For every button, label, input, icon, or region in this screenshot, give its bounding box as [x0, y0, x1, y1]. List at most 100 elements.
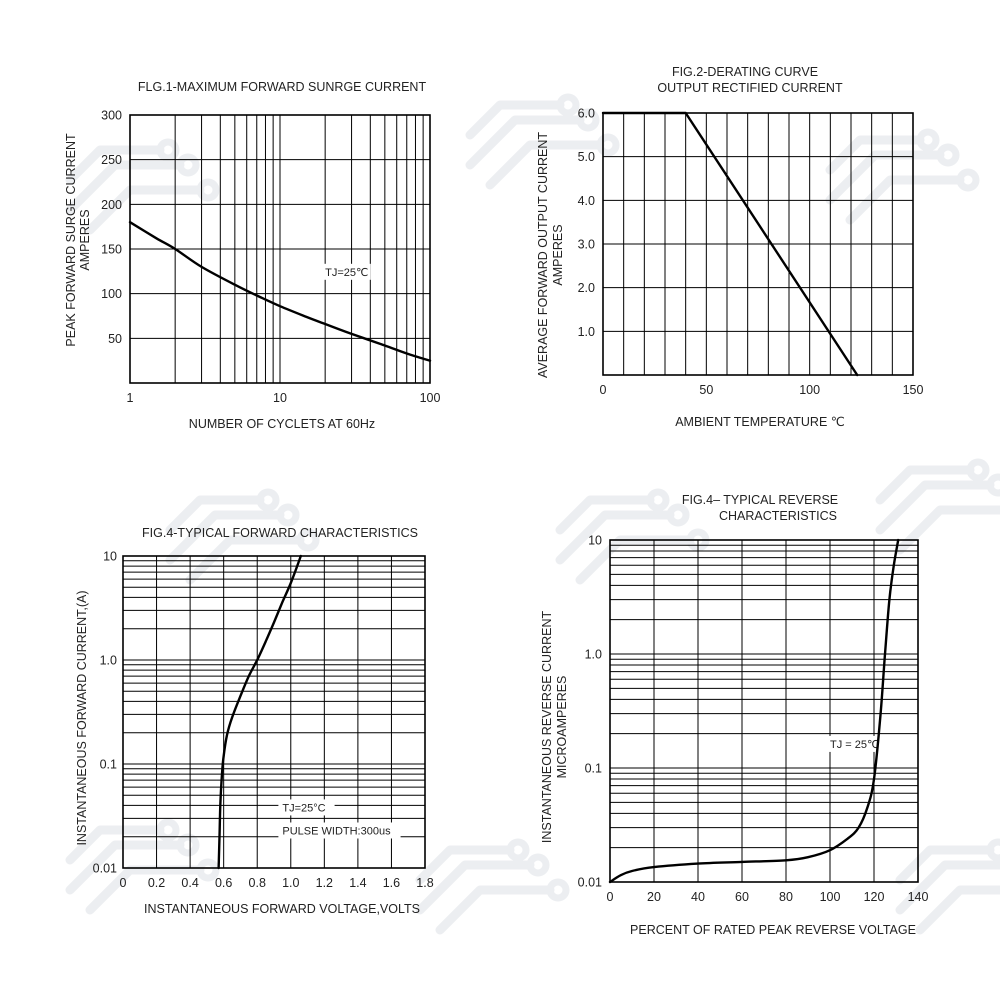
fig1-ytick-label: 150	[101, 243, 122, 257]
fig2-title-line1: FIG.2-DERATING CURVE	[672, 65, 818, 79]
fig2-ytick-label: 5.0	[578, 150, 595, 164]
fig3-ytick-label: 0.1	[100, 758, 117, 772]
fig4-xtick-label: 140	[908, 890, 929, 904]
fig3-plot-area: 0 0.2 0.4 0.6 0.8 1.0 1.2 1.4 1.6 1.8 0.01 0.1 1.0 10…	[93, 550, 434, 891]
circuit-node	[196, 858, 220, 882]
fig1-ytick-label: 100	[101, 287, 122, 301]
fig2-plot-area: 0 50 100 150 1.0 2.0 3.0 4.0 5.0 6.0	[578, 107, 924, 398]
fig4-title-line2: CHARACTERISTICS	[719, 509, 837, 523]
fig3-xtick-label: 0.8	[249, 876, 266, 890]
circuit-trace	[875, 465, 1000, 555]
fig3-series-forward	[217, 554, 302, 870]
fig3-annotation-bg	[278, 822, 401, 839]
circuit-node	[556, 93, 580, 117]
fig3-annotation: TJ=25°C	[282, 802, 325, 814]
circuit-node	[156, 818, 180, 842]
fig4-ytick-label: 1.0	[585, 648, 602, 662]
fig4-frame	[609, 539, 919, 883]
fig4-annotation-bg	[826, 735, 889, 752]
fig4-xtick-label: 40	[691, 890, 705, 904]
fig4-ylabel-line1: INSTANTANEOUS REVERSE CURRENT	[540, 611, 554, 844]
fig2-ylabel-line2: AMPERES	[551, 224, 565, 285]
fig3-ytick-label: 10	[103, 550, 117, 564]
fig2-ytick-label: 2.0	[578, 281, 595, 295]
fig4-plot-area: 0 20 40 60 80 100 120 140 0.01 0.1 1.0 10 TJ = 25℃	[578, 534, 929, 905]
fig3-xtick-label: 0.4	[181, 876, 198, 890]
fig1-chart: FLG.1-MAXIMUM FORWARD SUNRGE CURRENT 1 10…	[64, 80, 440, 431]
fig3-annotation-bg	[278, 799, 335, 816]
circuit-node	[526, 853, 550, 877]
fig4-title-line1: FIG.4– TYPICAL REVERSE	[682, 493, 838, 507]
fig1-xtick-label: 1	[127, 391, 134, 405]
circuit-trace	[825, 135, 965, 225]
fig4-xtick-label: 120	[864, 890, 885, 904]
circuit-trace	[415, 845, 555, 935]
fig3-xtick-label: 1.4	[349, 876, 366, 890]
fig2-chart: FIG.2-DERATING CURVE OUTPUT RECTIFIED CU…	[536, 65, 923, 429]
fig3-xtick-label: 0.2	[148, 876, 165, 890]
fig1-ylabel-line2: AMPERES	[78, 209, 92, 270]
circuit-trace	[165, 495, 305, 585]
circuit-node	[986, 838, 1000, 862]
fig2-ytick-label: 4.0	[578, 194, 595, 208]
circuit-node	[596, 133, 620, 157]
fig4-xtick-label: 60	[735, 890, 749, 904]
fig2-xlabel: AMBIENT TEMPERATURE ℃	[675, 415, 845, 429]
fig3-ylabel: INSTANTANEOUS FORWARD CURRENT,(A)	[75, 590, 89, 845]
circuit-node	[176, 833, 200, 857]
fig4-series-reverse	[608, 538, 900, 884]
fig3-title: FIG.4-TYPICAL FORWARD CHARACTERISTICS	[142, 526, 418, 540]
fig4-annotation: TJ = 25℃	[830, 739, 879, 751]
circuit-node	[966, 458, 990, 482]
fig2-xtick-label: 100	[799, 383, 820, 397]
fig2-ytick-label: 1.0	[578, 325, 595, 339]
fig2-frame	[602, 112, 914, 376]
circuit-node	[176, 153, 200, 177]
fig1-xtick-label: 10	[273, 391, 287, 405]
fig1-frame	[129, 114, 431, 384]
fig3-xtick-label: 1.8	[416, 876, 433, 890]
fig4-xtick-label: 80	[779, 890, 793, 904]
circuit-node	[936, 143, 960, 167]
circuit-trace	[465, 100, 605, 190]
fig2-ylabel-line1: AVERAGE FORWARD OUTPUT CURRENT	[536, 132, 550, 378]
fig2-series-derating	[601, 111, 859, 377]
circuit-node	[276, 503, 300, 527]
fig2-xtick-label: 150	[903, 383, 924, 397]
circuit-node	[986, 473, 1000, 497]
fig3-xtick-label: 0.6	[215, 876, 232, 890]
circuit-node	[666, 503, 690, 527]
fig3-ytick-label: 0.01	[93, 862, 117, 876]
fig1-ytick-label: 300	[101, 109, 122, 123]
fig1-plot-area: 1 10 100 50 100 150 200 250 300 TJ=25℃	[101, 109, 440, 406]
fig3-xtick-label: 0	[120, 876, 127, 890]
circuit-node	[576, 108, 600, 132]
circuit-node	[506, 838, 530, 862]
circuit-node	[916, 128, 940, 152]
circuit-node	[546, 878, 570, 902]
fig3-xtick-label: 1.6	[383, 876, 400, 890]
fig1-ytick-label: 50	[108, 332, 122, 346]
circuit-trace	[895, 845, 1000, 935]
fig3-annotation: PULSE WIDTH:300us	[282, 825, 391, 837]
circuit-trace	[65, 825, 205, 915]
fig2-xtick-label: 0	[600, 383, 607, 397]
fig4-xlabel: PERCENT OF RATED PEAK REVERSE VOLTAGE	[630, 923, 916, 937]
fig2-ytick-label: 6.0	[578, 107, 595, 121]
fig1-series-surge	[128, 221, 432, 362]
fig4-xtick-label: 0	[607, 890, 614, 904]
fig3-xlabel: INSTANTANEOUS FORWARD VOLTAGE,VOLTS	[144, 902, 420, 916]
circuit-node	[256, 488, 280, 512]
fig2-title-line2: OUTPUT RECTIFIED CURRENT	[657, 81, 843, 95]
fig4-ytick-label: 0.1	[585, 762, 602, 776]
circuit-node	[956, 168, 980, 192]
fig4-ytick-label: 0.01	[578, 876, 602, 890]
fig4-xtick-label: 100	[820, 890, 841, 904]
fig3-xtick-label: 1.2	[316, 876, 333, 890]
fig4-ylabel-line2: MICROAMPERES	[555, 676, 569, 779]
fig1-annotation: TJ=25℃	[325, 267, 368, 279]
fig3-frame	[122, 555, 426, 869]
fig4-chart: FIG.4– TYPICAL REVERSE CHARACTERISTICS 0…	[540, 493, 928, 937]
